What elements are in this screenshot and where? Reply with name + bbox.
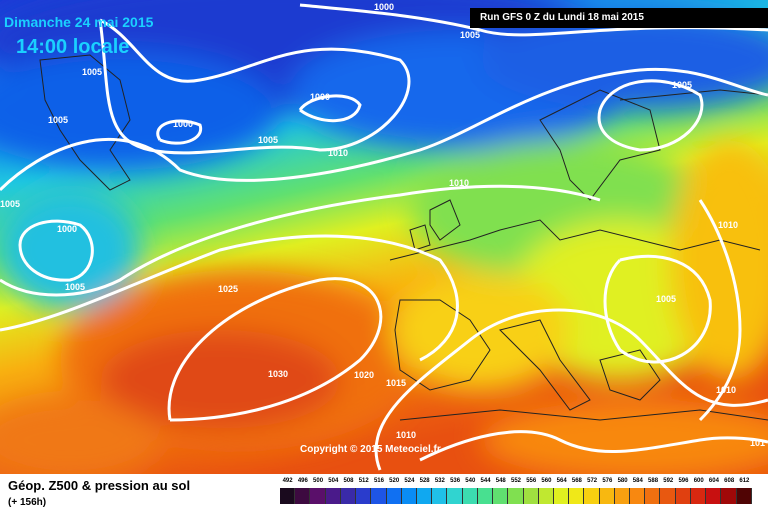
isobar-label: 1005	[672, 80, 692, 90]
legend-swatch	[432, 488, 448, 504]
legend-tick: 548	[495, 478, 506, 484]
isobar-label: 1000	[374, 2, 394, 12]
legend-swatch	[523, 488, 539, 504]
legend-tick: 560	[541, 478, 552, 484]
legend-tick: 556	[526, 478, 537, 484]
legend-tick: 524	[404, 478, 415, 484]
legend-swatch	[569, 488, 585, 504]
isobar-label: 1005	[82, 67, 102, 77]
legend-swatch	[325, 488, 341, 504]
legend-tick: 544	[480, 478, 491, 484]
legend-swatch	[630, 488, 646, 504]
legend-swatch	[584, 488, 600, 504]
legend-tick: 564	[556, 478, 567, 484]
legend-swatch	[416, 488, 433, 504]
parameter-title: Géop. Z500 & pression au sol	[8, 478, 191, 493]
legend-swatch	[553, 488, 570, 504]
isobar-label: 1010	[328, 148, 348, 158]
legend-swatch	[386, 488, 402, 504]
copyright-notice: Copyright © 2015 Meteociel.fr	[300, 444, 441, 455]
isobar-label: 1025	[218, 284, 238, 294]
legend-swatch	[614, 488, 631, 504]
legend-tick: 516	[373, 478, 384, 484]
legend-swatch	[736, 488, 752, 504]
model-run-label: Run GFS 0 Z du Lundi 18 mai 2015	[470, 8, 768, 28]
legend-tick: 504	[328, 478, 339, 484]
legend-tick: 500	[313, 478, 324, 484]
isobar-label: 1005	[460, 30, 480, 40]
legend-tick: 568	[571, 478, 582, 484]
legend-swatch	[721, 488, 737, 504]
isobar-label: 1030	[268, 369, 288, 379]
color-scale-legend: 492 496 500 504 508 512 516 520 524 528 532 536 540 5…	[280, 478, 752, 508]
legend-swatch	[280, 488, 296, 504]
isobar-label: 1015	[386, 378, 406, 388]
legend-tick: 496	[297, 478, 308, 484]
legend-swatch	[706, 488, 722, 504]
isobar-label: 1000	[173, 119, 193, 129]
legend-tick: 540	[465, 478, 476, 484]
legend-tick: 536	[450, 478, 461, 484]
z500-color-field	[0, 0, 768, 474]
legend-tick: 512	[358, 478, 369, 484]
isobar-label: 1020	[354, 370, 374, 380]
legend-swatch	[690, 488, 707, 504]
isobar-lines	[0, 3, 768, 471]
legend-tick: 612	[739, 478, 750, 484]
isobar-label: 1005	[0, 199, 20, 209]
map-canvas: 1000 1005 1005 1005 1000 1000 1005 1010 …	[0, 0, 768, 474]
legend-tick: 532	[434, 478, 445, 484]
isobar-label: 1005	[258, 135, 278, 145]
legend-swatch	[371, 488, 387, 504]
legend-swatch	[645, 488, 661, 504]
legend-tick: 492	[282, 478, 293, 484]
legend-tick: 608	[724, 478, 735, 484]
legend-tick: 584	[632, 478, 643, 484]
legend-tick: 508	[343, 478, 354, 484]
legend-swatch	[538, 488, 554, 504]
isobar-label: 1010	[396, 430, 416, 440]
legend-swatch	[295, 488, 311, 504]
isobar-label: 1010	[449, 178, 469, 188]
forecast-local-time: 14:00 locale	[16, 36, 130, 58]
map-footer: Géop. Z500 & pression au sol (+ 156h) 49…	[0, 474, 768, 512]
isobar-label: 1000	[310, 92, 330, 102]
coastlines	[39, 54, 768, 421]
legend-swatch	[477, 488, 494, 504]
legend-swatch	[675, 488, 691, 504]
isobar-label: 1000	[57, 224, 77, 234]
legend-swatch	[340, 488, 357, 504]
isobar-label: 1005	[656, 294, 676, 304]
legend-swatch	[508, 488, 524, 504]
legend-swatch	[356, 488, 372, 504]
isobar-labels: 1000 1005 1005 1005 1000 1000 1005 1010 …	[0, 2, 765, 448]
legend-swatch	[462, 488, 478, 504]
isobar-label: 1010	[718, 220, 738, 230]
legend-tick: 552	[510, 478, 521, 484]
legend-swatch	[493, 488, 509, 504]
forecast-date: Dimanche 24 mai 2015	[4, 14, 154, 30]
legend-tick: 588	[648, 478, 659, 484]
legend-tick: 604	[708, 478, 719, 484]
forecast-hour: (+ 156h)	[8, 497, 47, 508]
legend-swatches	[280, 488, 752, 504]
isobar-label: 1010	[716, 385, 736, 395]
legend-swatch	[599, 488, 615, 504]
legend-tick: 596	[678, 478, 689, 484]
legend-tick: 600	[693, 478, 704, 484]
weather-map: 1000 1005 1005 1005 1000 1000 1005 1010 …	[0, 0, 768, 474]
isobar-label: 1005	[65, 282, 85, 292]
isobar-label: 1005	[48, 115, 68, 125]
legend-swatch	[447, 488, 463, 504]
legend-tick: 592	[663, 478, 674, 484]
legend-tick: 520	[389, 478, 400, 484]
legend-tick: 576	[602, 478, 613, 484]
isobar-label: 101	[750, 438, 765, 448]
legend-tick: 528	[419, 478, 430, 484]
legend-swatch	[660, 488, 676, 504]
legend-tick: 572	[587, 478, 598, 484]
legend-swatch	[310, 488, 326, 504]
legend-swatch	[401, 488, 417, 504]
legend-tick: 580	[617, 478, 628, 484]
